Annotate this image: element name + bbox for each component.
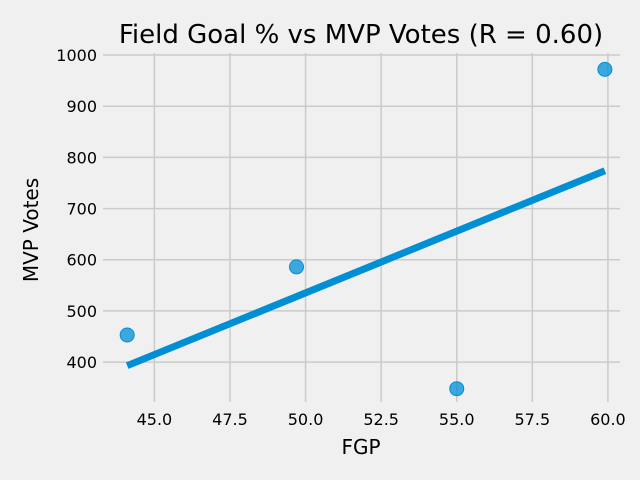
x-tick-label: 57.5 [515,410,551,429]
chart-title: Field Goal % vs MVP Votes (R = 0.60) [119,20,603,50]
x-axis-label: FGP [341,435,380,459]
regression-line [125,167,607,369]
y-tick-label: 500 [66,302,97,321]
y-tick-label: 800 [66,148,97,167]
x-tick-label: 55.0 [439,410,475,429]
x-tick-label: 47.5 [212,410,248,429]
x-tick-label: 50.0 [288,410,324,429]
scatter-points [119,61,613,397]
x-tick-label: 52.5 [363,410,399,429]
y-tick-label: 1000 [56,46,97,65]
y-tick-label: 400 [66,353,97,372]
scatter-point [597,61,613,77]
y-tick-label: 900 [66,97,97,116]
y-axis-label: MVP Votes [19,178,43,282]
y-tick-label: 700 [66,200,97,219]
scatter-point [288,259,304,275]
scatter-point [119,327,135,343]
scatter-point [449,381,465,397]
y-tick-label: 600 [66,251,97,270]
tick-labels: 45.0 47.5 50.0 52.5 55.0 57.5 60.0 400 500 600 700… [56,46,625,429]
regression-line-layer [125,167,607,369]
x-tick-label: 60.0 [590,410,626,429]
x-tick-label: 45.0 [137,410,173,429]
